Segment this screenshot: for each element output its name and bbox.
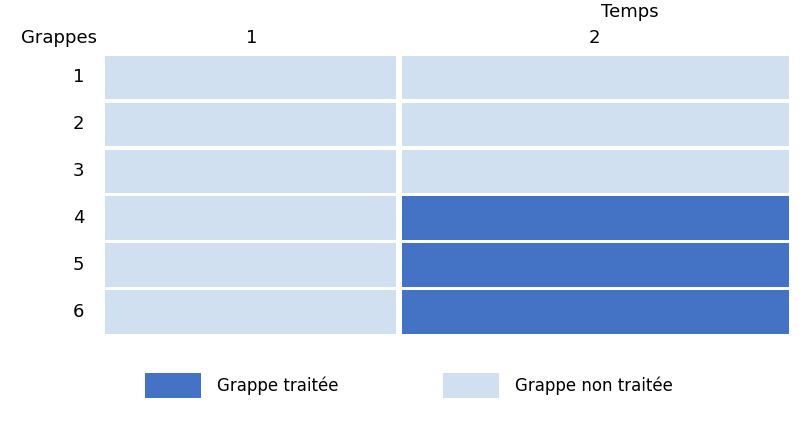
Text: Grappes: Grappes bbox=[21, 29, 97, 47]
Text: 1: 1 bbox=[246, 29, 258, 47]
FancyBboxPatch shape bbox=[105, 196, 396, 240]
FancyBboxPatch shape bbox=[145, 373, 201, 398]
FancyBboxPatch shape bbox=[105, 103, 396, 146]
FancyBboxPatch shape bbox=[402, 196, 789, 240]
FancyBboxPatch shape bbox=[402, 244, 789, 287]
Text: Grappe traitée: Grappe traitée bbox=[217, 376, 339, 395]
FancyBboxPatch shape bbox=[105, 149, 396, 193]
Text: Grappe non traitée: Grappe non traitée bbox=[515, 376, 673, 395]
FancyBboxPatch shape bbox=[402, 290, 789, 334]
Text: 2: 2 bbox=[588, 29, 600, 47]
Text: 3: 3 bbox=[73, 162, 85, 180]
Text: 5: 5 bbox=[73, 256, 85, 274]
FancyBboxPatch shape bbox=[402, 103, 789, 146]
FancyBboxPatch shape bbox=[105, 56, 396, 99]
Text: 6: 6 bbox=[73, 303, 85, 321]
FancyBboxPatch shape bbox=[402, 56, 789, 99]
FancyBboxPatch shape bbox=[105, 244, 396, 287]
Text: Temps: Temps bbox=[601, 3, 658, 21]
FancyBboxPatch shape bbox=[443, 373, 499, 398]
Text: 4: 4 bbox=[73, 209, 85, 227]
Text: 2: 2 bbox=[73, 115, 85, 134]
FancyBboxPatch shape bbox=[402, 149, 789, 193]
Text: 1: 1 bbox=[73, 68, 85, 86]
FancyBboxPatch shape bbox=[105, 290, 396, 334]
